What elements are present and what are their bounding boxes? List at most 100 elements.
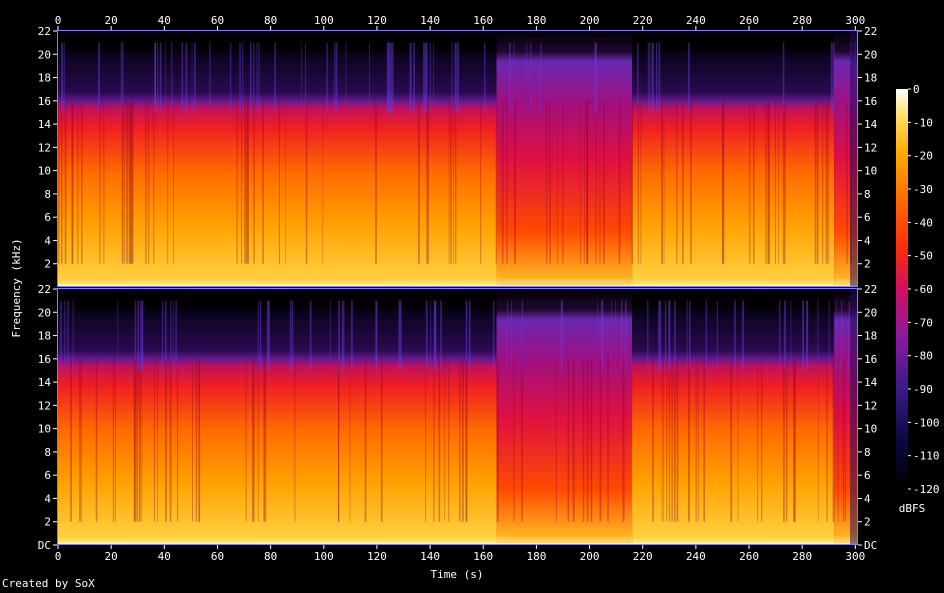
- texture-streak: [663, 100, 665, 264]
- texture-streak: [134, 358, 136, 522]
- texture-streak: [652, 42, 654, 113]
- texture-streak: [60, 100, 63, 264]
- texture-streak: [828, 300, 830, 371]
- texture-streak: [252, 358, 253, 522]
- texture-streak: [157, 42, 159, 113]
- texture-streak: [705, 300, 708, 371]
- texture-streak: [615, 300, 616, 371]
- texture-streak: [722, 100, 724, 264]
- y-tick-label-left: DC: [38, 539, 51, 552]
- texture-streak: [72, 300, 74, 371]
- texture-streak: [259, 300, 262, 371]
- x-tick-label-bottom: 200: [580, 550, 600, 563]
- texture-streak: [462, 358, 464, 522]
- texture-streak: [156, 358, 158, 522]
- texture-streak: [814, 100, 817, 264]
- texture-streak: [737, 358, 739, 522]
- texture-streak: [716, 300, 718, 371]
- texture-streak: [658, 300, 660, 371]
- texture-streak: [433, 358, 435, 522]
- y-tick-label-right: 2: [864, 516, 871, 529]
- texture-streak: [448, 100, 450, 264]
- texture-streak: [175, 300, 177, 371]
- texture-streak: [722, 100, 724, 264]
- texture-streak: [369, 42, 371, 113]
- texture-streak: [562, 100, 564, 264]
- texture-streak: [424, 42, 427, 113]
- texture-streak: [455, 42, 457, 113]
- texture-streak: [426, 42, 428, 113]
- texture-streak: [239, 42, 241, 113]
- texture-streak: [170, 300, 172, 371]
- colorbar-label: dBFS: [899, 502, 926, 515]
- texture-streak: [124, 100, 125, 264]
- texture-streak: [832, 358, 835, 522]
- texture-streak: [730, 358, 733, 522]
- texture-streak: [842, 358, 845, 522]
- x-tick-label-bottom: 140: [420, 550, 440, 563]
- texture-streak: [376, 300, 378, 371]
- texture-streak: [153, 358, 155, 522]
- x-tick-label-top: 140: [420, 14, 440, 27]
- texture-streak: [454, 42, 456, 113]
- texture-streak: [326, 42, 328, 113]
- texture-streak: [687, 42, 690, 113]
- texture-streak: [448, 358, 450, 522]
- texture-streak: [244, 100, 246, 264]
- texture-streak: [291, 300, 294, 371]
- y-tick-label-right: 14: [864, 118, 878, 131]
- spectrum-segment-2: [632, 31, 835, 287]
- texture-streak: [172, 300, 174, 371]
- fade-out-edge: [850, 31, 858, 287]
- texture-streak: [687, 358, 690, 522]
- texture-streak: [662, 358, 664, 522]
- texture-streak: [148, 100, 150, 264]
- texture-streak: [651, 42, 653, 113]
- y-tick-label-left: 16: [38, 353, 51, 366]
- texture-streak: [209, 42, 211, 113]
- texture-streak: [164, 300, 167, 371]
- y-tick-label-right: 14: [864, 376, 878, 389]
- texture-streak: [60, 300, 62, 371]
- texture-streak: [245, 358, 247, 522]
- texture-streak: [830, 42, 833, 113]
- texture-streak: [264, 358, 267, 522]
- texture-streak: [257, 358, 259, 522]
- texture-streak: [599, 100, 601, 264]
- texture-streak: [668, 300, 671, 371]
- texture-streak: [176, 358, 179, 522]
- texture-streak: [822, 100, 824, 264]
- texture-streak: [305, 100, 308, 264]
- texture-streak: [254, 100, 256, 264]
- texture-streak: [164, 358, 167, 522]
- texture-streak: [388, 42, 390, 113]
- texture-streak: [676, 100, 678, 264]
- texture-streak: [501, 100, 504, 264]
- texture-streak: [386, 42, 388, 113]
- texture-streak: [466, 300, 467, 371]
- texture-streak: [749, 100, 751, 264]
- x-tick-label-top: 180: [526, 14, 546, 27]
- texture-streak: [778, 300, 781, 371]
- colorbar-tick-label: -110: [913, 450, 940, 463]
- x-axis-top: 0 20 40 60 80 100 120 140 160 180 200 220 240 260 280 3…: [55, 14, 865, 30]
- x-tick-label-top: 40: [158, 14, 171, 27]
- texture-streak: [668, 300, 670, 371]
- texture-streak: [413, 42, 416, 113]
- texture-streak: [136, 358, 139, 522]
- texture-streak: [130, 100, 132, 264]
- texture-streak: [459, 358, 461, 522]
- x-tick-label-bottom: 80: [264, 550, 277, 563]
- x-tick-label-bottom: 100: [314, 550, 334, 563]
- y-tick-label-right: 20: [864, 306, 877, 319]
- spectrum-segment-2: [632, 289, 835, 545]
- x-tick-label-top: 280: [792, 14, 812, 27]
- texture-streak: [668, 358, 670, 522]
- y-tick-label-left: 20: [38, 306, 51, 319]
- y-tick-label-right: 4: [864, 492, 871, 505]
- y-tick-label-left: 2: [44, 516, 51, 529]
- x-tick-label-top: 200: [580, 14, 600, 27]
- texture-streak: [263, 358, 265, 522]
- y-tick-label-left: 8: [44, 188, 51, 201]
- texture-streak: [484, 42, 486, 113]
